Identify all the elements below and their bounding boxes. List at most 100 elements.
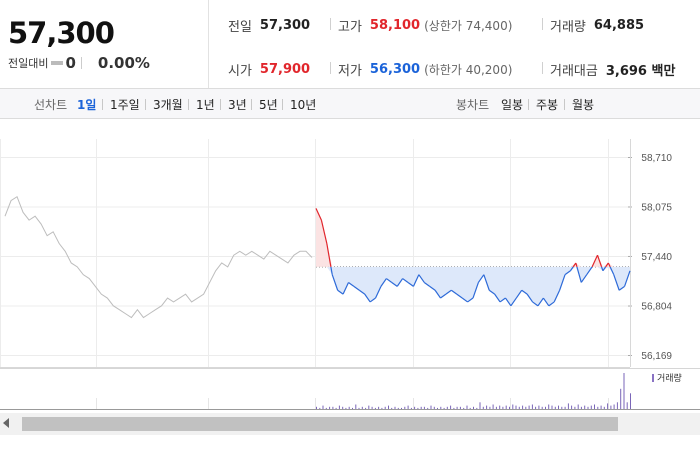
- volume-bar: [322, 405, 324, 409]
- period-tab-10y[interactable]: 10년: [290, 98, 317, 112]
- volume-bar: [515, 405, 517, 409]
- today-line-segment: [434, 289, 442, 299]
- period-tab-1y[interactable]: 1년: [196, 98, 215, 112]
- volume-bar: [407, 405, 409, 409]
- divider: [528, 99, 529, 110]
- today-line-segment: [596, 254, 603, 268]
- today-line-segment: [483, 274, 490, 291]
- candle-tab-daily[interactable]: 일봉: [501, 98, 524, 112]
- today-line-segment: [337, 289, 344, 295]
- volume-bar: [427, 407, 429, 409]
- today-line-segment: [396, 278, 404, 287]
- volume-bar: [538, 405, 540, 409]
- volume-bar: [476, 407, 478, 409]
- today-line-segment: [591, 254, 599, 268]
- volume-bar: [495, 406, 497, 410]
- volume-bar: [459, 406, 461, 410]
- open-label: 시가: [228, 64, 252, 79]
- divider: [188, 99, 189, 110]
- today-line-segment: [602, 266, 607, 272]
- y-axis: 58,710 58,075 57,440 56,804 56,169: [641, 153, 672, 362]
- today-line-segment: [569, 266, 574, 272]
- volume-bar: [607, 403, 609, 409]
- today-line-segment: [369, 297, 376, 303]
- volume-bar: [630, 393, 631, 410]
- today-line-segment: [353, 285, 360, 291]
- volume-grid: [96, 398, 609, 409]
- chart-grid: [0, 139, 632, 368]
- today-line-segment: [375, 286, 382, 299]
- volume-bar: [502, 406, 504, 410]
- volume-bar: [378, 406, 380, 410]
- prev-close-value: 57,300: [259, 18, 311, 33]
- volume-bar: [564, 406, 566, 410]
- period-tab-3y[interactable]: 3년: [228, 98, 247, 112]
- today-line-segment: [515, 289, 523, 299]
- chart-series: [4, 195, 631, 319]
- divider: [542, 62, 543, 74]
- volume-bar: [453, 407, 455, 409]
- today-line-segment: [402, 278, 409, 283]
- today-line-segment: [605, 262, 609, 268]
- today-line-segment: [488, 289, 496, 295]
- scroll-thumb[interactable]: [22, 417, 618, 431]
- today-line-segment: [564, 270, 571, 276]
- volume-bar: [342, 406, 344, 410]
- volume-bar: [587, 406, 589, 410]
- volume-bar: [594, 404, 595, 409]
- today-line-segment: [440, 293, 447, 299]
- volume-label: 거래량: [550, 20, 586, 35]
- today-line-segment: [456, 293, 463, 299]
- period-tab-1d[interactable]: 1일: [77, 98, 97, 112]
- volume-bar: [479, 402, 481, 410]
- candle-tab-weekly[interactable]: 주봉: [536, 98, 559, 112]
- volume-bar: [574, 406, 576, 410]
- volume-stat: 거래량 64,885: [550, 16, 644, 35]
- today-line-segment: [499, 297, 506, 303]
- volume-bar: [577, 404, 579, 409]
- today-line-segment: [407, 281, 414, 287]
- today-line-segment: [429, 285, 436, 291]
- today-line-segment: [461, 297, 468, 303]
- volume-legend-swatch: [652, 374, 654, 382]
- volume-bar: [325, 407, 327, 409]
- today-line-segment: [423, 281, 431, 287]
- scroll-left-arrow-icon[interactable]: [3, 418, 9, 428]
- current-price: 57,300: [8, 16, 115, 50]
- volume-bar: [548, 404, 550, 409]
- volume-bar: [319, 407, 321, 409]
- period-tab-3m[interactable]: 3개월: [153, 98, 183, 112]
- today-line-segment: [542, 297, 550, 307]
- volume-bars: [316, 373, 631, 410]
- volume-bar: [528, 405, 530, 409]
- volume-bar: [450, 405, 452, 409]
- period-tab-1w[interactable]: 1주일: [110, 98, 140, 112]
- volume-bar: [545, 406, 546, 410]
- today-line-segment: [548, 301, 555, 307]
- volume-bar: [381, 407, 383, 409]
- volume-bar: [316, 406, 317, 410]
- volume-bar: [489, 406, 491, 410]
- price-line-chart[interactable]: 58,710 58,075 57,440 56,804 56,169: [0, 119, 700, 369]
- volume-bar: [492, 404, 494, 409]
- high-stat: 고가 58,100 (상한가 74,400): [338, 16, 512, 35]
- volume-legend-label: 거래량: [657, 372, 682, 383]
- chart-scrollbar[interactable]: [0, 413, 700, 435]
- today-line-segment: [510, 297, 517, 307]
- candle-tab-monthly[interactable]: 월봉: [572, 98, 595, 112]
- divider: [564, 99, 565, 110]
- change-label: 전일대비: [8, 57, 49, 70]
- volume-bar: [374, 407, 376, 409]
- volume-bar: [420, 406, 422, 410]
- volume-bar-chart: 거래량: [0, 368, 700, 410]
- volume-bar: [482, 406, 484, 410]
- volume-bar: [597, 406, 599, 410]
- low-stat: 저가 56,300 (하한가 40,200): [338, 60, 512, 79]
- divider: [542, 18, 543, 30]
- open-value: 57,900: [259, 62, 311, 77]
- volume-bar: [361, 406, 363, 410]
- change-value: 0: [65, 54, 76, 72]
- change-percent: 0.00%: [97, 54, 150, 72]
- today-line-segment: [526, 293, 534, 303]
- period-tab-5y[interactable]: 5년: [259, 98, 278, 112]
